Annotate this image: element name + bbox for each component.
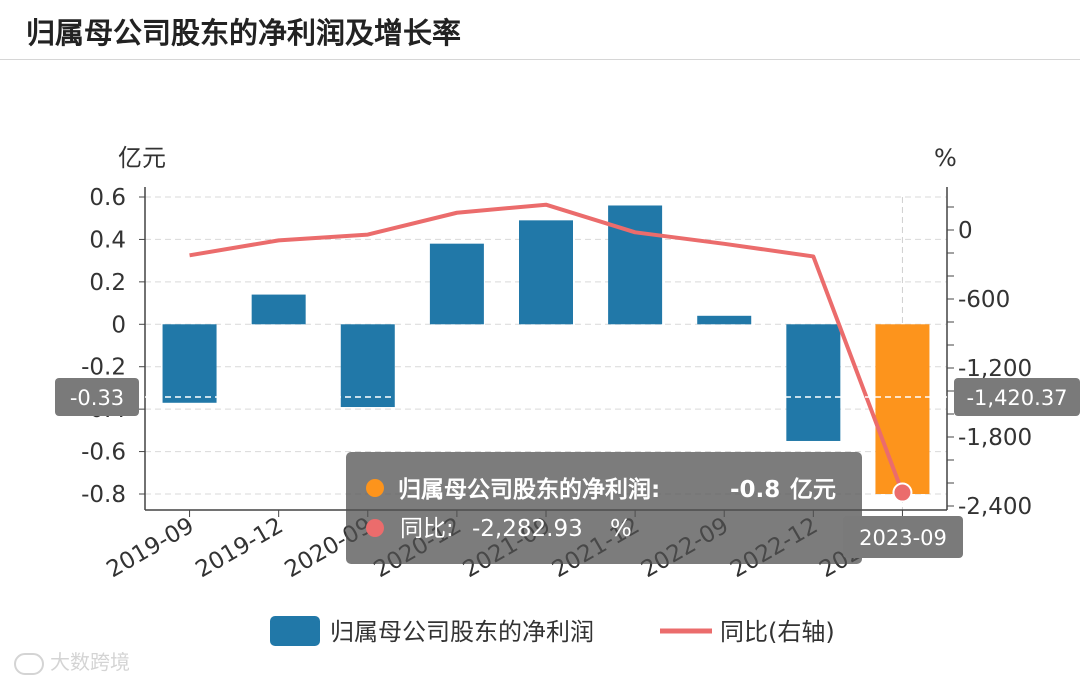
- crosshair-left-badge: [55, 378, 139, 416]
- bar-net-profit: [429, 243, 484, 325]
- bar-net-profit: [340, 324, 395, 408]
- right-axis-tick-label: -2,400: [958, 494, 1032, 520]
- tooltip-bar-marker: [366, 479, 384, 497]
- left-axis-tick-label: -0.6: [81, 440, 126, 466]
- bar-net-profit: [608, 205, 663, 325]
- header: 归属母公司股东的净利润及增长率: [0, 0, 1080, 60]
- legend-bar-swatch: [270, 616, 320, 646]
- bar-net-profit: [251, 294, 306, 325]
- tooltip-row2-value: -2,282.93: [472, 516, 583, 542]
- page-title: 归属母公司股东的净利润及增长率: [26, 16, 462, 50]
- left-axis-tick-label: -0.2: [81, 355, 126, 381]
- left-axis-tick-label: 0.6: [89, 185, 126, 211]
- tooltip-row2-label: 同比:: [400, 516, 454, 542]
- bar-net-profit: [786, 324, 841, 441]
- tooltip-row1-label: 归属母公司股东的净利润:: [398, 476, 660, 503]
- bar-net-profit: [875, 324, 930, 494]
- right-axis-tick-label: -1,200: [958, 356, 1032, 382]
- watermark-logo-icon: [14, 652, 44, 675]
- left-axis-label: 亿元: [118, 144, 166, 172]
- right-axis-label: %: [934, 144, 957, 172]
- right-axis-tick-label: -600: [958, 287, 1010, 313]
- left-axis-tick-label: 0.4: [89, 227, 126, 253]
- tooltip-row1-unit: 亿元: [790, 477, 836, 503]
- left-axis-tick-label: -0.8: [81, 482, 126, 508]
- crosshair-category-value: 2023-09: [859, 526, 947, 550]
- crosshair-right-badge: [954, 378, 1080, 416]
- tooltip-row2-unit: %: [610, 516, 632, 542]
- line-point-highlight: [892, 482, 913, 503]
- bar-net-profit: [697, 315, 752, 325]
- tooltip-box: [346, 452, 862, 564]
- right-axis-tick-label: 0: [958, 218, 973, 244]
- left-axis-tick-label: 0: [111, 312, 126, 338]
- bar-net-profit: [162, 324, 217, 403]
- bar-net-profit: [519, 220, 573, 325]
- line-yoy-growth: [189, 202, 905, 494]
- right-axis-tick-label: -1,800: [958, 425, 1032, 451]
- watermark: 大数跨境: [14, 646, 130, 675]
- crosshair-category-badge: [843, 516, 963, 558]
- x-axis-tick-label: 2019-09: [102, 513, 198, 584]
- tooltip-row1-value: -0.8: [730, 477, 780, 503]
- watermark-text: 大数跨境: [50, 650, 130, 674]
- legend-line-label: 同比(右轴): [720, 618, 835, 646]
- x-axis-tick-label: 2019-12: [191, 513, 287, 584]
- crosshair-left-value: -0.33: [70, 386, 124, 410]
- left-axis-tick-label: 0.2: [89, 270, 126, 296]
- legend-bar-label: 归属母公司股东的净利润: [330, 618, 594, 646]
- tooltip-line-marker: [366, 519, 384, 537]
- crosshair-right-value: -1,420.37: [966, 386, 1067, 410]
